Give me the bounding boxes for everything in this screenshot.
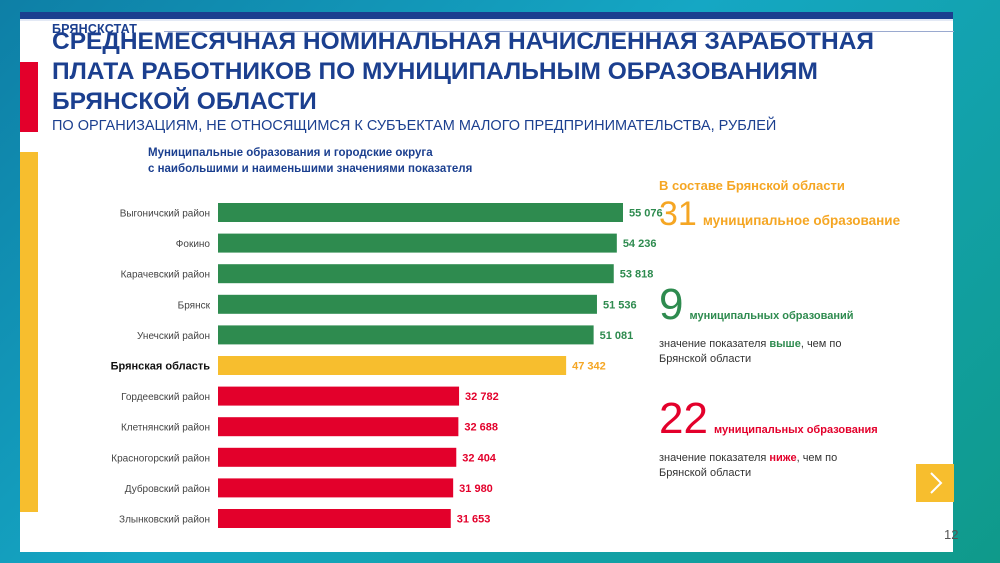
page-subtitle: ПО ОРГАНИЗАЦИЯМ, НЕ ОТНОСЯЩИМСЯ К СУБЪЕК…: [52, 118, 777, 134]
bar-6: [218, 386, 460, 406]
bar-10: [218, 509, 451, 528]
page-number: 12: [944, 527, 959, 542]
info-below-text: муниципальных образования: [713, 424, 878, 436]
info-above-note: значение показателя выше, чем по Брянско…: [659, 337, 879, 367]
bar-9: [218, 478, 454, 498]
info-above: 9 муниципальных образований: [659, 283, 854, 327]
bar-4: [218, 325, 594, 345]
value-label-0: 55 076: [629, 208, 663, 220]
value-label-3: 51 536: [603, 299, 637, 311]
chevron-right-icon: [930, 472, 943, 494]
value-label-7: 32 688: [464, 422, 498, 434]
chart-title-line-1: Муниципальные образования и городские ок…: [148, 147, 433, 159]
info-total: 31 муниципальное образование: [659, 197, 900, 231]
bar-2: [218, 264, 614, 284]
info-below-number: 22: [659, 394, 708, 443]
value-label-2: 53 818: [620, 269, 654, 281]
category-label-5: Брянская область: [111, 361, 211, 373]
info-above-text: муниципальных образований: [689, 310, 854, 322]
bar-5: [218, 356, 567, 375]
next-slide-button[interactable]: [916, 464, 954, 502]
category-label-4: Унечский район: [137, 331, 210, 342]
chart-title-line-2: с наибольшими и наименьшими значениями п…: [148, 163, 473, 175]
category-label-10: Злынковский район: [119, 515, 210, 526]
chart-title: Муниципальные образования и городские ок…: [148, 145, 472, 177]
info-total-number: 31: [659, 195, 697, 233]
category-label-9: Дубровский район: [125, 483, 210, 495]
brand-logo-text: БРЯНСКСТАТ: [52, 22, 138, 36]
bar-8: [218, 447, 457, 467]
info-above-note-highlight: выше: [769, 338, 801, 350]
value-label-1: 54 236: [623, 238, 657, 250]
category-label-0: Выгоничский район: [120, 209, 210, 220]
info-heading: В составе Брянской области: [659, 178, 845, 193]
bar-3: [218, 294, 597, 314]
page-title: СРЕДНЕМЕСЯЧНАЯ НОМИНАЛЬНАЯ НАЧИСЛЕННАЯ З…: [52, 28, 874, 115]
category-label-1: Фокино: [176, 239, 211, 250]
value-label-10: 31 653: [457, 514, 491, 526]
bar-7: [218, 417, 459, 437]
category-label-8: Красногорский район: [111, 453, 210, 464]
info-total-text: муниципальное образование: [702, 213, 901, 228]
value-label-6: 32 782: [465, 391, 499, 403]
value-label-5: 47 342: [572, 361, 606, 373]
category-label-3: Брянск: [178, 300, 211, 311]
value-label-8: 32 404: [462, 452, 497, 464]
info-below-note: значение показателя ниже, чем по Брянско…: [659, 451, 879, 481]
top-bar: [20, 12, 953, 19]
info-below-note-post: , чем по Брянской области: [659, 452, 838, 479]
info-above-number: 9: [659, 280, 684, 329]
info-above-note-post: , чем по Брянской области: [659, 338, 842, 365]
bar-0: [218, 203, 623, 222]
value-label-4: 51 081: [600, 330, 634, 342]
category-label-6: Гордеевский район: [121, 392, 210, 403]
category-label-7: Клетнянский район: [121, 423, 210, 434]
info-below-note-pre: значение показателя: [659, 452, 770, 464]
value-label-9: 31 980: [459, 483, 493, 495]
left-accent-red: [20, 62, 38, 132]
info-below: 22 муниципальных образования: [659, 397, 878, 441]
top-bar-accent: [20, 19, 953, 21]
info-below-note-highlight: ниже: [769, 452, 797, 464]
brand-divider: [164, 31, 954, 32]
category-label-2: Карачевский район: [121, 270, 210, 281]
bar-1: [218, 233, 617, 253]
info-above-note-pre: значение показателя: [659, 338, 770, 350]
left-accent-yellow: [20, 152, 38, 512]
